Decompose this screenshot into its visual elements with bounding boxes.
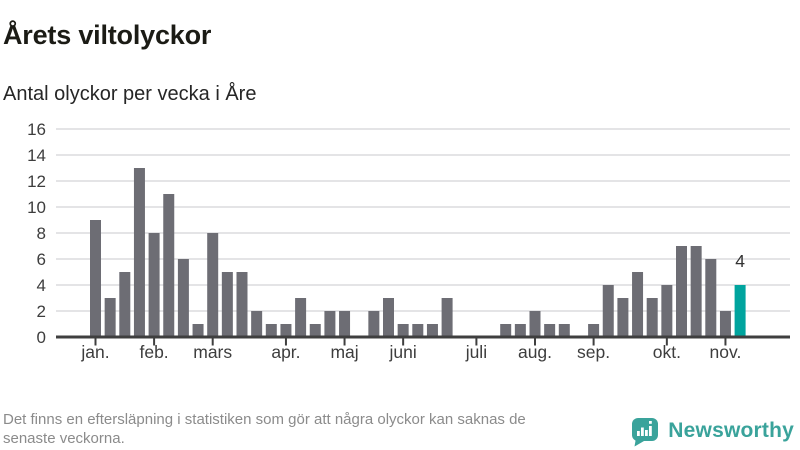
bar	[588, 324, 600, 337]
bar	[500, 324, 512, 337]
x-axis-month-label: juni	[389, 342, 417, 362]
bar	[632, 272, 644, 337]
page-title: Årets viltolyckor	[3, 20, 212, 51]
x-axis-month-label: jan.	[80, 342, 109, 362]
bar	[719, 311, 731, 337]
y-axis-tick-label: 14	[27, 146, 46, 165]
bar	[309, 324, 321, 337]
footnote-line-1: Det finns en eftersläpning i statistiken…	[3, 411, 526, 428]
bar	[324, 311, 336, 337]
footnote: Det finns en eftersläpning i statistiken…	[3, 410, 643, 448]
bar	[661, 285, 673, 337]
x-axis-month-label: apr.	[271, 342, 300, 362]
bar	[90, 220, 101, 337]
bar	[133, 168, 145, 337]
bar	[646, 298, 658, 337]
bar	[558, 324, 570, 337]
bar	[148, 233, 160, 337]
y-axis-tick-label: 4	[37, 276, 46, 295]
y-axis-tick-label: 10	[27, 198, 46, 217]
x-axis-month-label: nov.	[710, 342, 742, 362]
x-axis-month-label: feb.	[139, 342, 168, 362]
bar	[690, 246, 702, 337]
bar	[602, 285, 614, 337]
bar	[426, 324, 438, 337]
bar	[104, 298, 116, 337]
bar	[705, 259, 717, 337]
bar	[617, 298, 629, 337]
bar	[383, 298, 394, 337]
x-axis-month-label: juli	[465, 342, 487, 362]
bar	[514, 324, 526, 337]
y-axis-tick-label: 6	[37, 250, 46, 269]
brand-name: Newsworthy	[668, 419, 794, 442]
bar	[192, 324, 204, 337]
y-axis-tick-label: 2	[37, 302, 46, 321]
x-axis-month-label: mars	[193, 342, 232, 362]
bar	[163, 194, 175, 337]
bar	[280, 324, 292, 337]
x-axis-month-label: okt.	[653, 342, 681, 362]
highlight-value-label: 4	[735, 251, 745, 271]
newsworthy-logo: Newsworthy	[630, 415, 794, 447]
y-axis-tick-label: 0	[37, 328, 46, 347]
y-axis-tick-label: 16	[27, 120, 46, 139]
bar	[177, 259, 189, 337]
bar	[397, 324, 409, 337]
bar	[544, 324, 556, 337]
bar	[295, 298, 307, 337]
bar	[339, 311, 351, 337]
x-axis-month-label: sep.	[577, 342, 610, 362]
x-axis-month-label: aug.	[518, 342, 552, 362]
y-axis-tick-label: 12	[27, 172, 46, 191]
bar	[221, 272, 233, 337]
bar	[207, 233, 219, 337]
newsworthy-icon	[632, 417, 659, 446]
y-axis-tick-label: 8	[37, 224, 46, 243]
chart-subtitle: Antal olyckor per vecka i Åre	[3, 83, 257, 105]
bar	[368, 311, 380, 337]
chart-svg: 0 2 4 6 8 10 12 14 16 jan. feb. mars apr. maj juni juli…	[27, 120, 790, 362]
footnote-line-2: senaste veckorna.	[3, 430, 125, 447]
bar	[236, 272, 248, 337]
bar	[265, 324, 277, 337]
bar	[251, 311, 263, 337]
bar	[412, 324, 424, 337]
bar	[676, 246, 687, 337]
x-axis-month-label: maj	[330, 342, 358, 362]
bar	[529, 311, 541, 337]
bar-highlight	[734, 285, 746, 337]
bar	[119, 272, 131, 337]
bar	[441, 298, 453, 337]
